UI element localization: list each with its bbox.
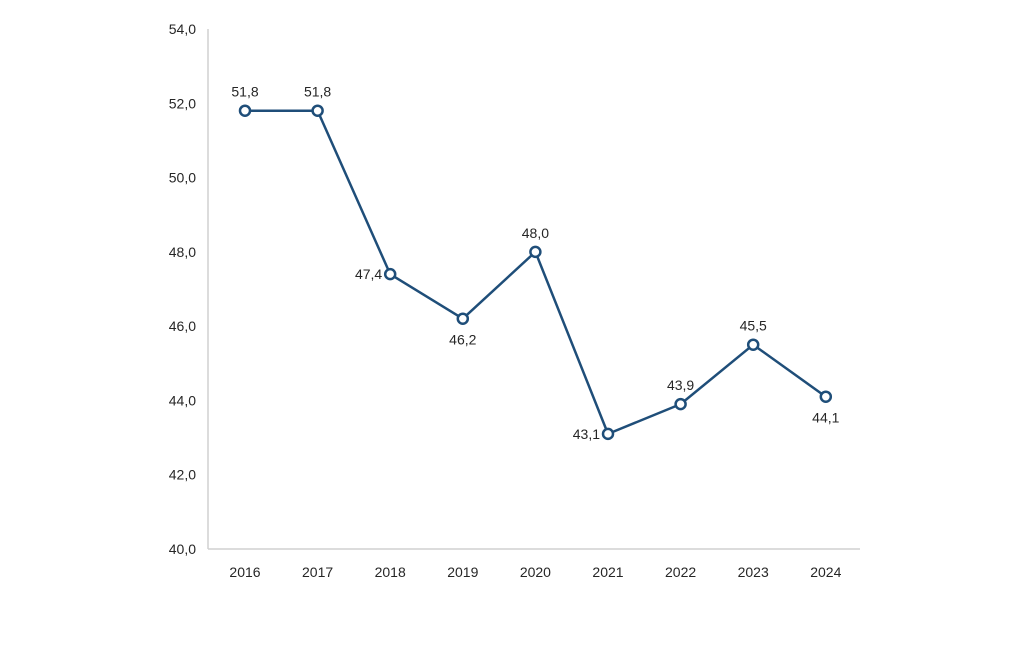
y-tick-label: 46,0 (169, 318, 196, 334)
data-label: 48,0 (522, 225, 549, 241)
x-tick-label: 2018 (375, 564, 406, 580)
data-label: 47,4 (355, 266, 382, 282)
y-tick-label: 54,0 (169, 21, 196, 37)
data-point-marker (529, 245, 542, 259)
x-tick-label: 2023 (738, 564, 769, 580)
data-point-marker (311, 104, 324, 117)
data-point-marker (456, 312, 470, 325)
y-tick-label: 50,0 (169, 170, 196, 186)
y-tick-label: 48,0 (169, 244, 196, 260)
y-tick-label: 44,0 (169, 392, 196, 408)
data-label: 43,9 (667, 377, 694, 393)
data-label: 51,8 (231, 84, 258, 100)
x-tick-label: 2019 (447, 564, 478, 580)
x-tick-label: 2021 (592, 564, 623, 580)
x-tick-label: 2024 (810, 564, 841, 580)
data-point-marker (674, 397, 687, 411)
series-group (238, 104, 833, 441)
data-point-marker (746, 338, 760, 351)
data-label: 44,1 (812, 410, 839, 426)
data-point-marker (819, 390, 833, 403)
data-label: 46,2 (449, 332, 476, 348)
y-tick-label: 42,0 (169, 467, 196, 483)
data-label: 51,8 (304, 84, 331, 100)
data-label: 43,1 (573, 426, 600, 442)
x-tick-label: 2017 (302, 564, 333, 580)
x-tick-label: 2022 (665, 564, 696, 580)
series-line (245, 109, 827, 436)
x-axis: 2016 2017 2018 2019 2020 2021 2022 2023 2024 (208, 548, 860, 580)
data-label: 45,5 (740, 318, 767, 334)
data-point-marker (238, 104, 252, 117)
y-tick-label: 52,0 (169, 95, 196, 111)
x-tick-label: 2016 (229, 564, 260, 580)
data-point-marker (383, 267, 397, 281)
y-tick-label: 40,0 (169, 541, 196, 557)
y-axis: 40,0 42,0 44,0 46,0 48,0 50,0 52,0 54,0 (169, 21, 209, 557)
data-point-marker (601, 427, 615, 441)
data-labels-group: 51,8 51,8 47,4 46,2 48,0 43,1 43,9 45,5 44,1 (231, 84, 839, 442)
x-tick-label: 2020 (520, 564, 551, 580)
